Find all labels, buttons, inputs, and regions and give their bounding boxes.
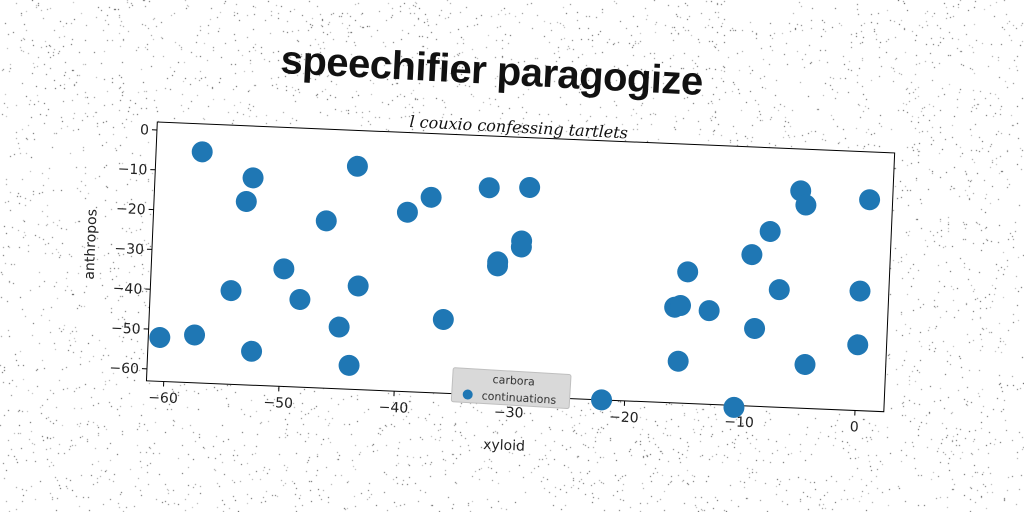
data-point	[242, 167, 264, 189]
data-point	[667, 350, 689, 372]
data-point	[289, 288, 311, 310]
y-tick-label: −20	[116, 201, 146, 218]
x-tick-label: −60	[148, 390, 178, 407]
data-point	[741, 244, 763, 266]
data-point	[328, 316, 350, 338]
data-point	[795, 194, 817, 216]
x-tick-label: −10	[724, 414, 754, 431]
data-point	[859, 189, 881, 211]
data-point	[744, 318, 766, 340]
x-tick-label: −50	[263, 395, 293, 412]
x-tick-label: 0	[849, 419, 859, 435]
data-point	[420, 186, 442, 208]
data-point	[220, 280, 242, 302]
data-point	[759, 220, 781, 242]
data-point	[273, 258, 295, 280]
y-axis-title: anthropos	[82, 209, 101, 280]
x-tick-label: −20	[609, 409, 639, 426]
data-point	[487, 255, 509, 277]
data-point	[768, 279, 790, 301]
data-point	[396, 201, 418, 223]
y-tick-label: 0	[140, 122, 150, 138]
data-point	[591, 389, 613, 411]
data-point	[698, 300, 720, 322]
data-point	[315, 210, 337, 232]
x-axis-title: xyloid	[483, 437, 525, 455]
data-point	[235, 191, 257, 213]
x-tick-label: −40	[378, 400, 408, 417]
data-point	[510, 236, 532, 258]
data-point	[847, 334, 869, 356]
data-point	[346, 155, 368, 177]
data-point	[794, 354, 816, 376]
data-point	[338, 354, 360, 376]
data-point	[519, 176, 541, 198]
y-tick-label: −50	[111, 320, 141, 337]
data-point	[191, 141, 213, 163]
data-point	[723, 396, 745, 418]
legend-entry-continuations: continuations	[481, 389, 557, 406]
legend-marker	[462, 389, 473, 400]
data-point	[347, 275, 369, 297]
y-tick-label: −30	[114, 241, 144, 258]
axis-ticks: −60 −50 −40 −30 −20 −10 0 0 −10 −20 −30 −40 −50 −60	[109, 122, 859, 435]
legend-box	[450, 367, 572, 409]
data-point	[184, 324, 206, 346]
legend-title: carbora	[492, 373, 535, 388]
y-tick-label: −40	[112, 281, 142, 298]
data-point	[677, 261, 699, 283]
legend: carbora continuations	[450, 367, 572, 409]
y-tick-label: −60	[109, 360, 139, 377]
x-tick-label: −30	[494, 404, 524, 421]
data-point	[241, 340, 263, 362]
plot-area	[145, 121, 896, 413]
data-point	[149, 326, 171, 348]
data-point	[432, 308, 454, 330]
data-point	[670, 294, 692, 316]
data-point	[478, 177, 500, 199]
y-tick-label: −10	[117, 161, 147, 178]
data-point	[849, 280, 871, 302]
data-points	[149, 141, 881, 418]
